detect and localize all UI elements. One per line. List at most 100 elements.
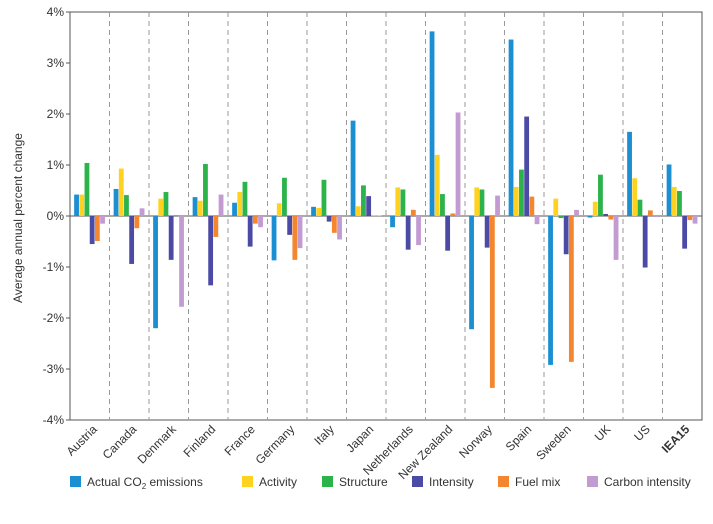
x-tick-label: Spain [503,422,535,454]
bar [637,199,643,216]
bar [455,112,461,216]
bar [479,189,485,216]
bar [287,216,293,235]
bar [337,216,342,240]
bar [361,185,366,216]
bar [508,39,514,216]
bar [331,216,337,233]
y-axis-ticks: -4% -3% -2% -1% 0% 1% 2% 3% 4% [43,5,70,427]
legend-label: Carbon intensity [604,475,691,489]
bar [208,216,214,286]
bar [489,216,495,388]
bar [524,116,530,216]
bar [355,206,361,216]
x-tick-label: UK [592,422,614,444]
legend-label-text: Activity [259,475,297,489]
bar [232,202,237,216]
bar [613,216,619,260]
x-tick-label: Sweden [533,422,574,463]
bar [405,216,411,250]
legend-swatch [498,476,509,487]
bar [237,192,243,216]
bar [400,189,406,216]
legend-swatch [242,476,253,487]
bar [179,216,184,307]
legend-label: Actual CO2 emissions [87,475,203,491]
bar [642,216,648,268]
bar [247,216,253,247]
y-tick-label: 3% [47,56,65,70]
y-tick-label: 2% [47,107,65,121]
bar [89,216,95,245]
legend-label-text: Carbon intensity [604,475,691,489]
bar [534,216,540,225]
legend: Actual CO2 emissions Activity Structure Int… [70,475,691,491]
bar [513,186,519,216]
x-tick-label: Italy [311,422,336,447]
bar [563,216,569,255]
bar [574,209,579,216]
legend-swatch [412,476,423,487]
group-separators [109,12,663,420]
x-tick-label: Austria [64,422,101,459]
bar [632,178,638,216]
bar [118,168,124,216]
bar [682,216,688,249]
bar [603,213,609,216]
bar [311,206,316,216]
legend-label-text: Actual CO [87,475,142,489]
bar [416,216,421,246]
bar [450,213,456,216]
bar [316,207,322,216]
bar [129,216,135,264]
bar [350,120,356,216]
bar [592,201,598,216]
bar [469,216,474,330]
legend-label: Activity [259,475,297,489]
bar [100,216,105,224]
y-tick-label: -1% [43,260,65,274]
bar [292,216,298,260]
bar [218,194,224,216]
bar [440,194,445,216]
bar [139,208,145,216]
bar [429,31,435,216]
y-axis-label: Average annual percent change [11,133,25,303]
bar [390,216,395,228]
legend-label-text: Intensity [429,475,474,489]
bar [366,196,372,216]
legend-label: Intensity [429,475,474,489]
bar [242,181,248,216]
bar [553,198,559,216]
legend-swatch [587,476,598,487]
y-tick-label: 4% [47,5,65,19]
bar [671,186,677,216]
bar [529,196,535,216]
x-tick-label: Canada [100,422,140,462]
bar [163,192,169,216]
bar [445,216,451,251]
bar [192,197,198,216]
bar [495,195,500,216]
bar [276,203,282,216]
legend-swatch [70,476,81,487]
bar [271,216,277,261]
bar [558,216,564,219]
bar [79,194,85,216]
bar [153,216,158,329]
bar [282,177,287,216]
bar [687,216,693,221]
bar [692,216,698,224]
bar [258,216,263,228]
bar [410,209,416,216]
bar [113,188,119,216]
bar [134,216,140,229]
legend-label-text: Structure [339,475,388,489]
legend-label: Structure [339,475,388,489]
bar [647,210,653,216]
bar [677,191,682,216]
bar [548,216,553,365]
bar [297,216,303,249]
